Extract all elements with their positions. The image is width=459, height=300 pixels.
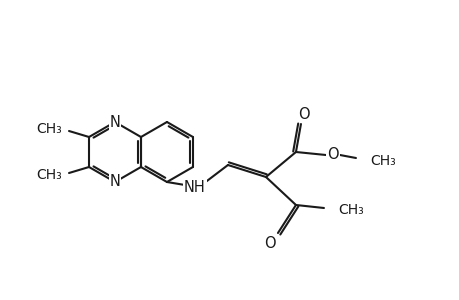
Text: N: N	[109, 115, 120, 130]
Text: O: O	[297, 106, 309, 122]
Text: CH₃: CH₃	[36, 122, 62, 136]
Text: N: N	[109, 175, 120, 190]
Text: CH₃: CH₃	[369, 154, 395, 168]
Text: O: O	[326, 146, 338, 161]
Text: O: O	[263, 236, 275, 250]
Text: CH₃: CH₃	[337, 203, 363, 217]
Text: NH: NH	[184, 179, 205, 194]
Text: CH₃: CH₃	[36, 168, 62, 182]
